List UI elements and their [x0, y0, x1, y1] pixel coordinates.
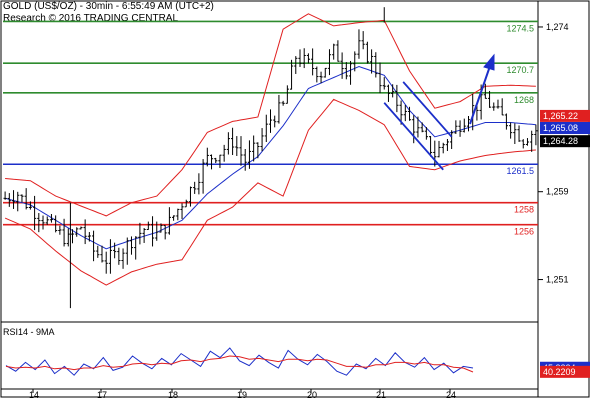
y-tick-label: 1,259 — [546, 187, 569, 197]
rsi-series-rsi14 — [5, 347, 474, 376]
chart-copyright: Research © 2016 TRADING CENTRAL — [3, 13, 179, 24]
x-tick-label: 20 — [307, 390, 317, 400]
x-tick-label: 14 — [29, 390, 39, 400]
bollinger-upper-line — [5, 13, 536, 217]
price-tag-label: 1,264.28 — [543, 136, 578, 146]
channel-line-upper — [402, 81, 453, 138]
rsi-tag-label: 40.2209 — [543, 367, 576, 377]
level-label-1268: 1268 — [514, 95, 534, 105]
channel-line-lower — [383, 102, 444, 171]
bollinger-lower-line — [4, 98, 536, 286]
forecast-arrow — [469, 65, 491, 125]
x-tick-label: 21 — [376, 390, 386, 400]
chart-title: GOLD (US$/OZ) - 30min - 6:55:49 AM (UTC+… — [3, 1, 214, 12]
x-tick-label: 18 — [168, 390, 178, 400]
level-label-1256: 1256 — [514, 227, 534, 237]
x-tick-label: 24 — [446, 390, 456, 400]
x-tick-label: 17 — [97, 390, 107, 400]
rsi-tag-40.2209 — [540, 365, 590, 378]
y-tick-label: 1,251 — [546, 275, 569, 285]
level-label-1261.5: 1261.5 — [506, 166, 534, 176]
price-tag-1,265.22 — [540, 109, 590, 122]
price-tag-1,264.28 — [540, 135, 590, 148]
price-tag-1,265.08 — [540, 122, 590, 135]
price-tag-label: 1,265.22 — [543, 111, 578, 121]
x-tick-label: 19 — [237, 390, 247, 400]
rsi-panel-title: RSI14 - 9MA — [3, 327, 55, 337]
rsi-series-9ma — [5, 355, 474, 373]
level-label-1270.7: 1270.7 — [506, 65, 534, 75]
level-label-1274.5: 1274.5 — [506, 23, 534, 33]
level-label-1258: 1258 — [514, 205, 534, 215]
price-tag-label: 1,265.08 — [543, 123, 578, 133]
y-tick-label: 1,274 — [546, 22, 569, 32]
forecast-arrow-head — [483, 53, 495, 71]
